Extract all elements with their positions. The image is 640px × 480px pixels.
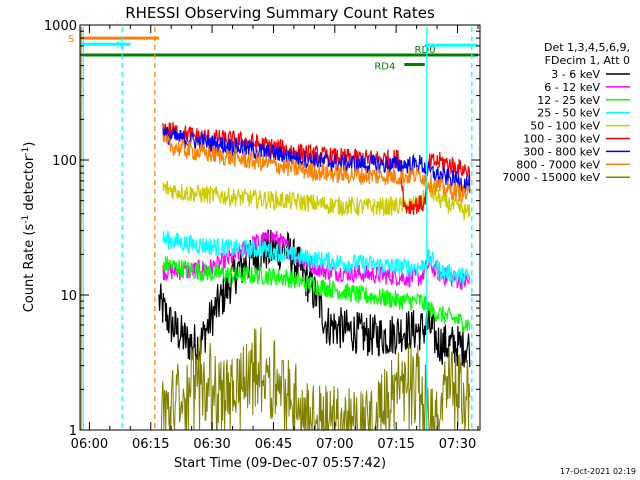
- legend-label-4: 50 - 100 keV: [530, 120, 600, 133]
- x-tick-label-0: 06:00: [71, 437, 108, 452]
- x-tick-label-4: 07:00: [316, 437, 353, 452]
- legend-label-0: 3 - 6 keV: [551, 68, 600, 81]
- y-axis-label-mid: detector: [22, 155, 37, 215]
- y-axis-label-end: ): [22, 142, 37, 147]
- series-line-5: [162, 122, 471, 215]
- chart-title: RHESSI Observing Summary Count Rates: [125, 4, 435, 22]
- y-axis-label-sup-2: -1: [21, 147, 31, 156]
- axes-layer: 06:00 06:15 06:30 06:45 07:00 07:15 07:30 1 10 10…: [44, 19, 480, 452]
- generation-timestamp: 17-Oct-2021 02:19: [560, 467, 636, 476]
- x-tick-label-6: 07:30: [439, 437, 476, 452]
- x-tick-label-3: 06:45: [255, 437, 292, 452]
- series-layer: [158, 122, 471, 432]
- legend-header-0: Det 1,3,4,5,6,9,: [544, 41, 630, 54]
- y-tick-label-1: 10: [60, 289, 77, 304]
- y-tick-label-0: 1: [69, 424, 77, 439]
- series-line-1: [162, 229, 471, 290]
- flag-label-1: N: [116, 40, 123, 51]
- y-axis-label-main: Count Rate (s: [22, 224, 37, 313]
- flag-label-0: S: [68, 34, 74, 45]
- legend-label-8: 7000 - 15000 keV: [502, 171, 600, 184]
- x-tick-label-1: 06:15: [132, 437, 169, 452]
- legend-label-7: 800 - 7000 keV: [516, 158, 600, 171]
- y-axis-label-sup-1: -1: [21, 215, 31, 224]
- flag-label-2: RD0: [415, 45, 436, 56]
- series-line-7: [162, 134, 471, 203]
- flags-layer: S N RD0 RD4: [68, 34, 478, 72]
- y-axis-label: Count Rate (s-1 detector-1): [21, 142, 37, 313]
- series-line-2: [162, 256, 471, 333]
- y-tick-label-2: 100: [52, 154, 77, 169]
- x-axis-label: Start Time (09-Dec-07 05:57:42): [174, 456, 386, 471]
- series-line-3: [162, 230, 471, 286]
- series-line-8: [158, 327, 471, 432]
- x-tick-label-2: 06:30: [193, 437, 230, 452]
- flag-label-3: RD4: [374, 61, 395, 72]
- plot-frame: [79, 24, 481, 431]
- series-line-6: [162, 126, 471, 193]
- legend-label-2: 12 - 25 keV: [537, 94, 600, 107]
- x-tick-label-5: 07:15: [377, 437, 414, 452]
- legend-header-1: FDecim 1, Att 0: [545, 54, 630, 67]
- legend-label-3: 25 - 50 keV: [537, 107, 600, 120]
- markers-layer: [80, 27, 473, 430]
- legend: Det 1,3,4,5,6,9,FDecim 1, Att 03 - 6 keV…: [502, 41, 630, 184]
- legend-label-5: 100 - 300 keV: [523, 133, 600, 146]
- y-tick-label-3: 1000: [44, 19, 77, 34]
- legend-label-6: 300 - 800 keV: [523, 145, 600, 158]
- legend-label-1: 6 - 12 keV: [544, 81, 600, 94]
